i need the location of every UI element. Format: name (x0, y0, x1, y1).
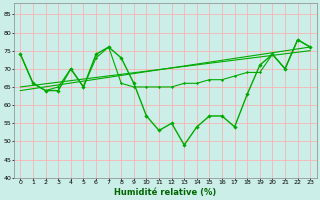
X-axis label: Humidité relative (%): Humidité relative (%) (114, 188, 216, 197)
